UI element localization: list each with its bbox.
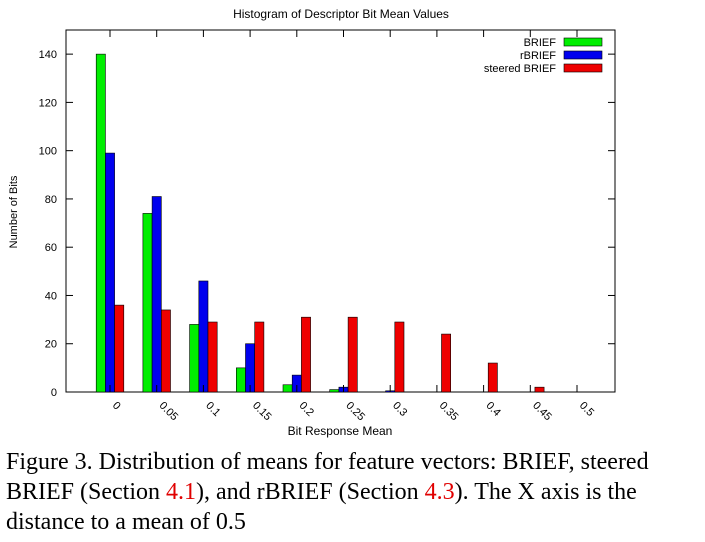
x-tick-label: 0 <box>110 400 123 413</box>
y-tick-label: 40 <box>45 290 57 302</box>
x-tick-label: 0.45 <box>530 400 554 424</box>
x-tick-label: 0.2 <box>297 400 316 419</box>
y-tick-label: 20 <box>45 339 57 351</box>
bar-steered-brief <box>301 316 311 393</box>
histogram-chart: Histogram of Descriptor Bit Mean Values … <box>8 7 616 438</box>
bar-brief <box>189 324 200 393</box>
bar-steered-brief <box>114 304 125 393</box>
y-tick-label: 120 <box>39 97 57 109</box>
section-ref-link-1[interactable]: 4.1 <box>166 479 196 505</box>
caption-text-1: Figure 3. Distribution of means for feat… <box>6 449 649 505</box>
legend-label: BRIEF <box>524 37 557 49</box>
y-tick-label: 80 <box>45 194 57 206</box>
y-axis-label: Number of Bits <box>8 175 20 248</box>
x-tick-label: 0.25 <box>343 400 367 424</box>
chart-title: Histogram of Descriptor Bit Mean Values <box>233 7 449 21</box>
legend-swatch-steered-brief <box>563 63 603 73</box>
figure-caption: Figure 3. Distribution of means for feat… <box>6 447 702 537</box>
bar-brief <box>95 53 106 393</box>
x-tick-label: 0.3 <box>390 400 409 419</box>
bar-rbrief <box>245 343 255 393</box>
bar-steered-brief <box>534 386 545 393</box>
x-axis-label: Bit Response Mean <box>288 424 393 438</box>
plot-area: 0 20 40 60 80 100 120 140 0 0.05 0.1 0.15 0.2 0.25 0.3… <box>39 29 616 424</box>
legend-swatch-rbrief <box>563 50 603 60</box>
bar-steered-brief <box>441 333 451 393</box>
legend-swatch-brief <box>563 37 603 47</box>
bar-rbrief <box>105 152 115 393</box>
y-tick-label: 0 <box>51 387 57 399</box>
bar-brief <box>329 389 340 393</box>
caption-text-2: ), and rBRIEF (Section <box>196 479 425 505</box>
caption-text-3: ). The X axis is the distance to a mean … <box>6 479 637 535</box>
bar-brief <box>236 367 246 393</box>
x-tick-label: 0.5 <box>577 400 596 419</box>
x-tick-label: 0.35 <box>437 400 461 424</box>
x-tick-label: 0.15 <box>250 400 274 424</box>
bar-rbrief <box>198 280 209 393</box>
y-tick-label: 140 <box>39 49 57 61</box>
x-tick-label: 0.05 <box>157 400 181 424</box>
bar-steered-brief <box>207 321 218 393</box>
legend-label: steered BRIEF <box>484 63 556 75</box>
bar-steered-brief <box>254 321 265 393</box>
x-tick-label: 0.1 <box>203 400 222 419</box>
bar-steered-brief <box>394 321 405 393</box>
bar-steered-brief <box>347 316 358 393</box>
section-ref-link-2[interactable]: 4.3 <box>424 479 455 505</box>
bar-brief <box>142 213 153 393</box>
y-tick-label: 60 <box>45 242 57 254</box>
bar-brief <box>282 384 293 393</box>
bar-steered-brief <box>487 362 498 393</box>
y-tick-label: 100 <box>39 146 57 158</box>
legend-label: rBRIEF <box>520 50 556 62</box>
bar-rbrief <box>151 196 162 393</box>
bar-steered-brief <box>161 309 171 393</box>
x-tick-label: 0.4 <box>483 400 502 419</box>
